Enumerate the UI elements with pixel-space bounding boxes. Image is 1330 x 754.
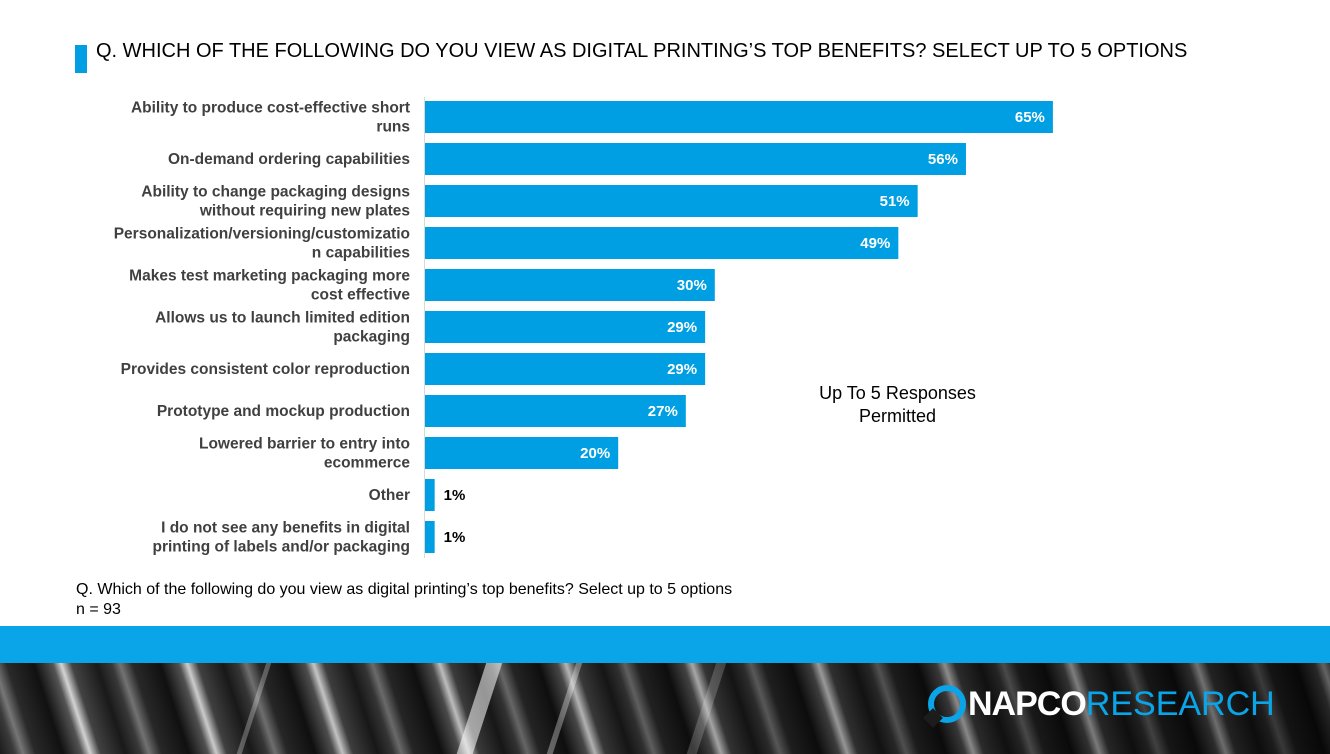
footnote-question: Q. Which of the following do you view as… [76,581,733,598]
value-label-8: 27% [648,403,678,420]
value-label-1: 65% [1015,109,1045,126]
chart-title: Q. WHICH OF THE FOLLOWING DO YOU VIEW AS… [96,40,1188,62]
category-label-4: Personalization/versioning/customizatio n… [114,226,410,262]
bars-group: 65% Ability to produce cost-effective sho… [114,100,1053,556]
value-label-9: 20% [580,445,610,462]
category-label-3: Ability to change packaging designs witho… [141,184,410,220]
value-label-2: 56% [928,151,958,168]
value-label-11: 1% [444,529,466,546]
value-label-4: 49% [860,235,890,252]
category-label-6: Allows us to launch limited edition packa… [155,310,410,346]
bar-2 [425,143,966,175]
value-label-6: 29% [667,319,697,336]
category-label-2: On-demand ordering capabilities [168,151,410,168]
category-label-8: Prototype and mockup production [157,403,410,420]
category-label-11: I do not see any benefits in digital prin… [153,520,411,556]
bar-8 [425,395,686,427]
bar-4 [425,227,899,259]
category-label-5: Makes test marketing packaging more cost … [129,268,410,304]
bar-1 [425,101,1053,133]
value-label-3: 51% [880,193,910,210]
category-label-7: Provides consistent color reproduction [121,361,410,378]
footnote: Q. Which of the following do you view as… [76,580,732,620]
value-label-7: 29% [667,361,697,378]
bar-6 [425,311,706,343]
responses-note: Up To 5 Responses Permitted [819,383,976,426]
title-marker [75,45,87,73]
logo-research-text: RESEARCH [1085,684,1275,723]
footer-blue-band [0,626,1330,663]
bar-chart: 65% Ability to produce cost-effective sho… [114,97,1053,558]
logo-ring-icon [928,685,966,723]
value-label-5: 30% [677,277,707,294]
value-label-10: 1% [444,487,466,504]
bar-7 [425,353,706,385]
logo-napco-text: NAPCO [968,684,1087,723]
category-label-1: Ability to produce cost-effective short r… [131,100,410,136]
footer-photo-band [0,663,1330,754]
bar-10 [425,479,435,511]
bar-9 [425,437,619,469]
bar-11 [425,521,435,553]
bar-3 [425,185,918,217]
category-label-10: Other [369,487,410,504]
bar-5 [425,269,715,301]
footnote-sample-size: n = 93 [76,601,121,618]
category-label-9: Lowered barrier to entry into ecommerce [199,436,410,472]
napco-research-logo: NAPCO RESEARCH [928,684,1275,724]
